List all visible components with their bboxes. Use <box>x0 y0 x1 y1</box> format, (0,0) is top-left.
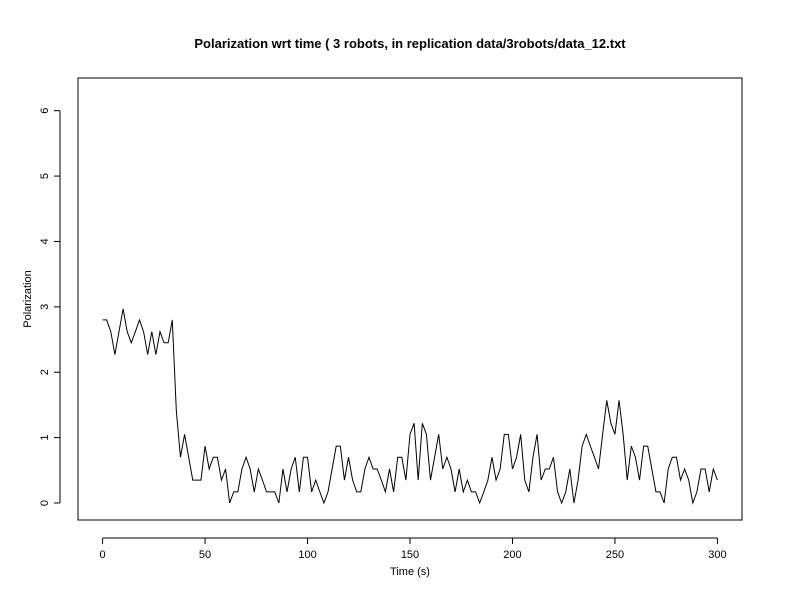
x-axis-label: Time (s) <box>390 566 430 578</box>
y-tick-label: 0 <box>39 500 51 506</box>
y-tick-label: 1 <box>39 435 51 441</box>
y-tick-label: 5 <box>39 173 51 179</box>
y-tick-label: 4 <box>39 238 51 244</box>
y-axis-label: Polarization <box>22 270 34 327</box>
x-tick-label: 250 <box>606 549 624 561</box>
y-tick-label: 6 <box>39 108 51 114</box>
data-line <box>102 308 718 505</box>
x-tick-label: 200 <box>503 549 521 561</box>
x-tick-label: 100 <box>298 549 316 561</box>
x-tick-label: 150 <box>401 549 419 561</box>
x-tick-label: 300 <box>708 549 726 561</box>
y-tick-label: 2 <box>39 369 51 375</box>
y-tick-label: 3 <box>39 304 51 310</box>
plot-frame <box>77 77 743 521</box>
x-tick-label: 0 <box>100 549 106 561</box>
x-tick-label: 50 <box>199 549 211 561</box>
chart-title: Polarization wrt time ( 3 robots, in rep… <box>194 36 626 51</box>
